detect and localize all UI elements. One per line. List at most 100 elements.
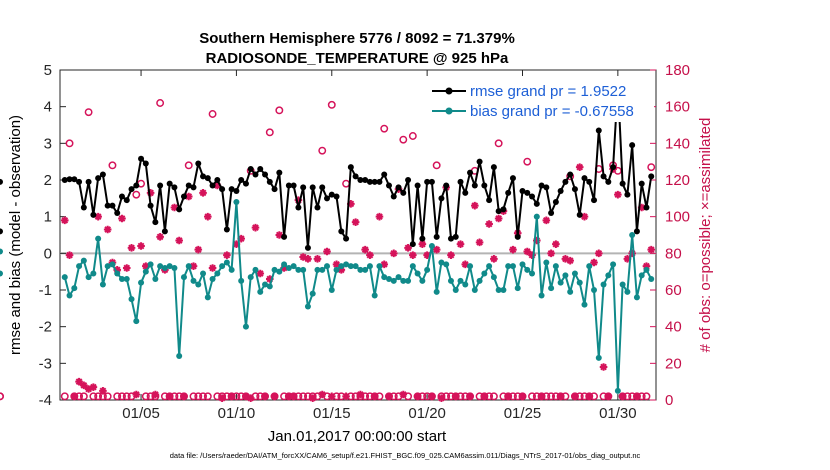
rmse-point [114, 210, 120, 216]
bias-point [90, 271, 96, 277]
bias-point [243, 324, 249, 330]
bias-point [596, 355, 602, 361]
bias-point [362, 267, 368, 273]
obs-assimilated-marker [409, 251, 417, 259]
obs-assimilated-marker [342, 393, 350, 401]
bias-point [481, 271, 487, 277]
rmse-point [510, 175, 516, 181]
rmse-point [610, 164, 616, 170]
obs-assimilated-marker [595, 250, 603, 258]
rmse-point [391, 194, 397, 200]
obs-assimilated-marker [481, 393, 489, 401]
bias-point [76, 263, 82, 269]
bias-point [114, 271, 120, 277]
obs-assimilated-marker [438, 394, 446, 402]
obs-assimilated-marker [476, 239, 484, 247]
rmse-point [415, 183, 421, 189]
y2-tick-label: 120 [665, 172, 690, 189]
obs-assimilated-marker [304, 255, 312, 263]
obs-assimilated-marker [414, 393, 422, 401]
bias-point [214, 271, 220, 277]
obs-assimilated-marker [504, 393, 512, 401]
bias-point [367, 263, 373, 269]
bias-point [615, 388, 621, 394]
y2-axis-label: # of obs: o=possible; ×=assimilated [697, 118, 714, 353]
y-tick-label: -3 [39, 355, 52, 372]
bias-point [143, 269, 149, 275]
obs-assimilated-marker [261, 393, 269, 401]
rmse-point [143, 161, 149, 167]
bias-point [586, 263, 592, 269]
obs-assimilated-marker [571, 393, 579, 401]
rmse-point [629, 142, 635, 148]
bias-point [539, 293, 545, 299]
bias-point [81, 258, 87, 264]
rmse-point [505, 190, 511, 196]
y-tick-label: 0 [44, 245, 52, 262]
rmse-point [133, 183, 139, 189]
bias-point [257, 289, 263, 295]
rmse-point [233, 188, 239, 194]
bias-point [305, 304, 311, 310]
rmse-point [648, 173, 654, 179]
y2-tick-label: 0 [665, 392, 673, 409]
bias-point [133, 318, 139, 324]
bias-point [100, 282, 106, 288]
rmse-point [400, 190, 406, 196]
obs-assimilated-marker [71, 393, 79, 401]
rmse-point [477, 159, 483, 165]
rmse-point [181, 194, 187, 200]
bias-point [276, 269, 282, 275]
bias-point [238, 278, 244, 284]
obs-assimilated-marker [218, 394, 226, 402]
obs-assimilated-marker [252, 224, 260, 232]
rmse-point [605, 179, 611, 185]
rmse-point [543, 184, 549, 190]
x-tick-label: 01/10 [218, 405, 256, 422]
rmse-point [462, 190, 468, 196]
bias-point [553, 263, 559, 269]
bias-point [300, 267, 306, 273]
obs-assimilated-marker [66, 251, 74, 259]
obs-assimilated-marker [552, 240, 560, 248]
obs-assimilated-marker [99, 387, 107, 395]
bias-point [229, 267, 235, 273]
bias-point [534, 214, 540, 220]
legend-marker [446, 88, 453, 95]
bias-point [472, 287, 478, 293]
rmse-point [386, 183, 392, 189]
obs-assimilated-marker [576, 163, 584, 171]
bias-point [477, 278, 483, 284]
rmse-point [529, 194, 535, 200]
bias-point [191, 278, 197, 284]
chart-title: Southern Hemisphere 5776 / 8092 = 71.379… [199, 30, 515, 47]
bias-point [443, 261, 449, 267]
chart: Southern Hemisphere 5776 / 8092 = 71.379… [0, 0, 830, 470]
rmse-point [267, 179, 273, 185]
bias-point [319, 267, 325, 273]
rmse-point [167, 181, 173, 187]
obs-assimilated-marker [309, 394, 317, 402]
rmse-point [238, 177, 244, 183]
rmse-point [243, 181, 249, 187]
bias-point [519, 261, 525, 267]
obs-assimilated-marker [357, 391, 365, 399]
rmse-point [305, 245, 311, 251]
bias-point [415, 271, 421, 277]
bias-point [500, 287, 506, 293]
obs-assimilated-marker [194, 246, 202, 254]
rmse-point [500, 206, 506, 212]
bias-point [205, 294, 211, 300]
obs-assimilated-marker [566, 257, 574, 265]
rmse-point [643, 205, 649, 211]
rmse-point [205, 175, 211, 181]
bias-point [629, 232, 635, 238]
obs-assimilated-marker [376, 213, 384, 221]
legend-marker [446, 108, 453, 115]
y-tick-label: 3 [44, 135, 52, 152]
bias-point [95, 236, 101, 242]
rmse-point [152, 219, 158, 225]
bias-point [572, 271, 578, 277]
obs-assimilated-marker [457, 240, 465, 248]
bias-point [486, 263, 492, 269]
